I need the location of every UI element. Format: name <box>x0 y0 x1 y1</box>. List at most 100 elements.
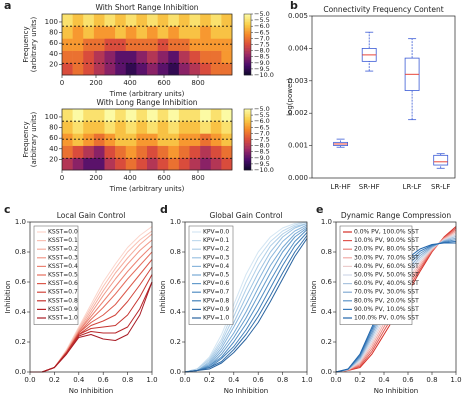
x-tick-label: 0.0 <box>330 376 341 384</box>
x-tick-label: 0 <box>60 174 64 182</box>
colorbar-segment <box>244 41 251 44</box>
x-tick-label: SR-LF <box>431 183 450 191</box>
heat-cell <box>93 50 105 64</box>
colorbar-segment <box>244 56 251 59</box>
legend-label: KPV=0.2 <box>203 246 229 253</box>
heat-cell <box>221 14 233 27</box>
heat-cell <box>72 50 84 64</box>
box <box>433 154 449 166</box>
colorbar-tick-label: −5.5 <box>254 111 270 119</box>
x-axis-label: No Inhibition <box>69 387 113 395</box>
heat-cell <box>147 26 158 39</box>
colorbar-segment <box>244 118 251 120</box>
colorbar-segment <box>244 141 251 143</box>
heat-cell <box>189 157 201 171</box>
x-tick-label: 200 <box>89 79 102 87</box>
legend-label: KSST=0.1 <box>48 237 78 244</box>
heat-cell <box>210 50 222 64</box>
colorbar-tick-label: −8.0 <box>254 142 270 150</box>
colorbar-segment <box>244 134 251 137</box>
heat-cell <box>115 133 127 146</box>
colorbar-segment <box>244 73 251 76</box>
y-axis-label-line: Inhibition <box>159 281 167 314</box>
colorbar-segment <box>244 137 251 140</box>
colorbar-segment <box>244 62 251 65</box>
y-tick-label: 0.003 <box>288 77 308 85</box>
heat-cell <box>210 26 222 39</box>
x-tick-label: 800 <box>191 174 204 182</box>
colorbar-segment <box>244 26 251 29</box>
colorbar-segment <box>244 23 251 25</box>
heat-cell <box>72 14 84 27</box>
x-tick-label: 400 <box>123 174 136 182</box>
chart-title: With Long Range Inhibition <box>96 98 197 107</box>
colorbar-segment <box>244 68 251 71</box>
colorbar-segment <box>244 125 251 128</box>
chart-title: Connectivity Frequency Content <box>323 5 443 14</box>
heat-cell <box>147 38 158 51</box>
heat-cell <box>136 109 148 122</box>
colorbar-segment <box>244 124 251 127</box>
colorbar-segment <box>244 17 251 19</box>
heat-cell <box>125 109 137 122</box>
colorbar-segment <box>244 116 251 119</box>
y-axis-label: Frequency(arbitrary units) <box>22 17 38 73</box>
plot-frame <box>29 221 153 373</box>
heat-cell <box>136 62 148 76</box>
x-tick-label: 0.4 <box>228 376 240 384</box>
colorbar-segment <box>244 139 251 142</box>
heat-cell <box>178 121 190 134</box>
x-axis-label: No Inhibition <box>374 387 418 395</box>
legend-label: 10.0% PV, 90.0% SST <box>354 237 419 244</box>
heat-cell <box>62 121 73 134</box>
colorbar-segment <box>244 46 251 48</box>
y-tick-label: 0.8 <box>321 248 332 256</box>
heat-cell <box>168 38 180 51</box>
heat-cell <box>83 50 95 64</box>
x-tick-label: 600 <box>157 79 170 87</box>
heat-cell <box>221 145 233 159</box>
heat-cell <box>104 109 116 122</box>
colorbar-segment <box>244 33 251 36</box>
y-tick-label: 0.0 <box>321 368 332 376</box>
colorbar-segment <box>244 53 251 56</box>
x-axis-label: No Inhibition <box>224 387 268 395</box>
colorbar-segment <box>244 70 251 73</box>
heat-cell <box>168 14 180 27</box>
y-axis-label: Frequency(arbitrary units) <box>22 112 38 168</box>
heat-cell <box>189 62 201 76</box>
legend-label: KPV=0.9 <box>203 306 229 313</box>
heat-cell <box>62 157 73 171</box>
legend-label: 50.0% PV, 50.0% SST <box>354 272 419 279</box>
colorbar-tick-label: −9.5 <box>254 160 270 168</box>
heat-cell <box>200 145 212 159</box>
colorbar-tick-label: −5.0 <box>254 10 270 18</box>
legend-label: KPV=0.3 <box>203 254 229 261</box>
heat-cell <box>157 14 169 27</box>
colorbar-segment <box>244 58 251 61</box>
heat-cell <box>125 62 137 76</box>
heat-cell <box>200 157 212 171</box>
heat-cell <box>72 26 84 39</box>
heat-cell <box>72 62 84 76</box>
y-tick-label: 0.000 <box>288 174 308 182</box>
colorbar-segment <box>244 144 251 146</box>
colorbar-tick-label: −5.5 <box>254 16 270 24</box>
heat-cell <box>104 50 116 64</box>
heat-cell <box>200 38 212 51</box>
colorbar-segment <box>244 24 251 27</box>
colorbar-segment <box>244 145 251 148</box>
y-tick-label: 0.2 <box>170 338 181 346</box>
y-tick-label: 0.0 <box>15 368 26 376</box>
y-tick-label: 0.005 <box>288 12 308 20</box>
series-line <box>184 238 308 373</box>
colorbar-tick-label: −7.5 <box>254 136 270 144</box>
heat-cell <box>221 62 233 76</box>
x-tick-label: LR-HF <box>330 183 350 191</box>
heat-cell <box>200 26 212 39</box>
heat-cell <box>93 121 105 134</box>
heat-cell <box>200 109 212 122</box>
legend-label: KSST=0.9 <box>48 306 78 313</box>
x-tick-label: 0.0 <box>179 376 190 384</box>
heat-cell <box>147 14 158 27</box>
